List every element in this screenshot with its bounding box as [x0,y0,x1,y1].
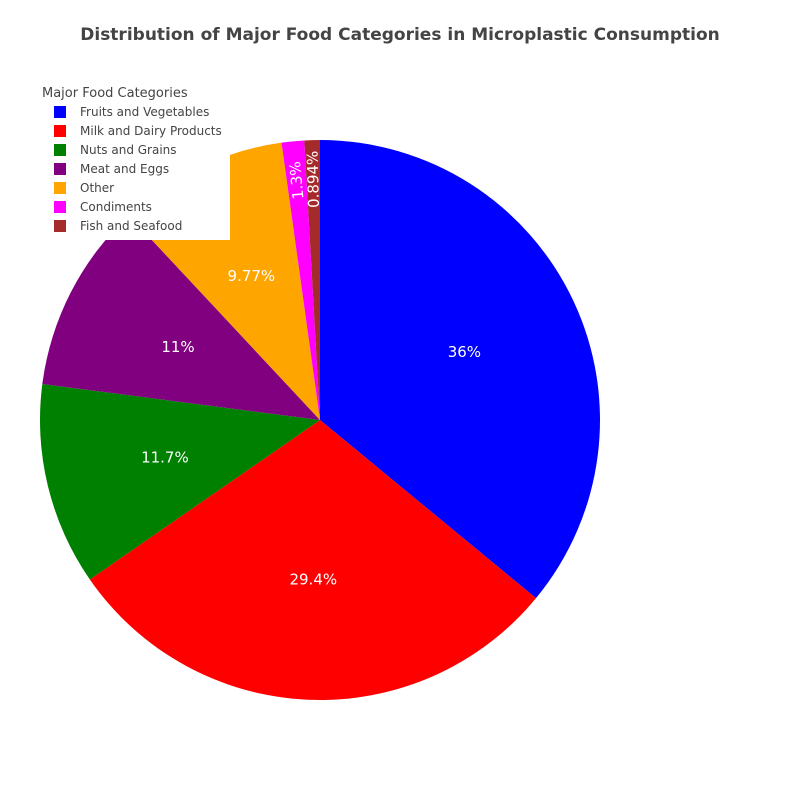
legend-background [36,82,230,240]
legend-swatch-nuts-and-grains [54,144,66,156]
pie-slice-meat-and-eggs [42,215,321,420]
pie-slice-fish-and-seafood [304,140,320,420]
legend-label-milk-and-dairy-products[interactable]: Milk and Dairy Products [80,124,222,138]
pie-slice-nuts-and-grains [39,384,321,580]
legend-label-fish-and-seafood[interactable]: Fish and Seafood [80,219,182,233]
pie-slice-fruits-and-vegetables [320,140,600,599]
slice-label-fruits-and-vegetables: 36% [448,343,481,361]
legend-label-fruits-and-vegetables[interactable]: Fruits and Vegetables [80,105,209,119]
slice-label-condiments: 1.3% [286,160,308,200]
legend-label-condiments[interactable]: Condiments [80,200,152,214]
slice-label-fish-and-seafood: 0.894% [303,150,323,208]
slice-label-nuts-and-grains: 11.7% [141,449,189,467]
chart-title: Distribution of Major Food Categories in… [80,25,719,45]
legend: Major Food Categories Fruits and Vegetab… [36,82,230,240]
slice-label-other: 9.77% [228,267,276,285]
legend-swatch-fruits-and-vegetables [54,106,66,118]
legend-swatch-milk-and-dairy-products [54,125,66,137]
pie-slice-condiments [281,140,320,421]
legend-swatch-condiments [54,201,66,213]
legend-label-meat-and-eggs[interactable]: Meat and Eggs [80,162,169,176]
legend-swatch-other [54,182,66,194]
legend-label-other[interactable]: Other [80,181,114,195]
pie-slice-milk-and-dairy-products [89,420,537,701]
legend-swatch-fish-and-seafood [54,220,66,232]
slice-label-milk-and-dairy-products: 29.4% [289,570,337,588]
legend-title: Major Food Categories [42,86,188,101]
slice-label-meat-and-eggs: 11% [161,338,194,356]
legend-label-nuts-and-grains[interactable]: Nuts and Grains [80,143,177,157]
pie-slice-labels: 36% 29.4% 11.7% 11% 9.77% 1.3%0.894% [141,150,481,588]
legend-swatch-meat-and-eggs [54,163,66,175]
